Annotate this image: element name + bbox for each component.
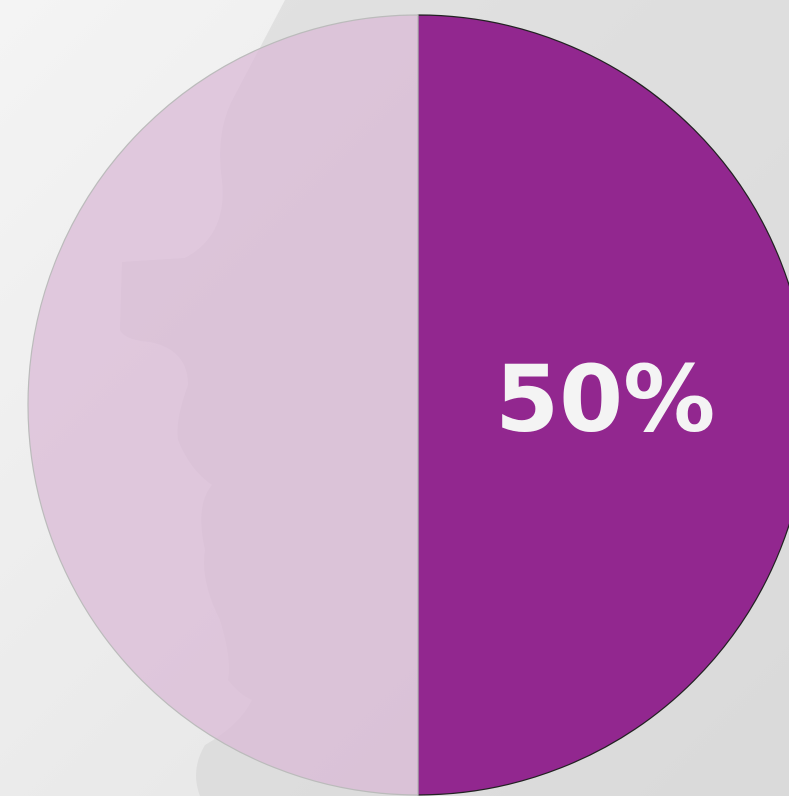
pie-slice <box>27 14 419 796</box>
pie: 50% <box>27 14 789 796</box>
pie-slice <box>417 14 789 796</box>
value-label: 50% <box>495 345 715 452</box>
